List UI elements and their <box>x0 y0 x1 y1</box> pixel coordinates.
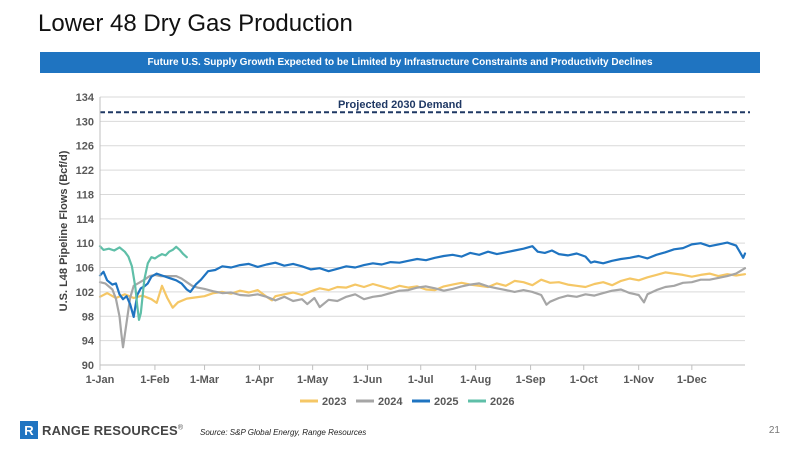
series-lines <box>98 241 747 349</box>
y-tick-label: 122 <box>76 165 94 177</box>
series-line-2024 <box>98 267 747 349</box>
axes: 90 94 98 102 106 110 114 118 122 126 130 134 1-Jan 1-… <box>58 92 745 386</box>
y-tick-label: 114 <box>76 214 95 226</box>
y-tick-label: 94 <box>82 336 95 348</box>
y-tick-label: 98 <box>82 311 94 323</box>
x-tick-label: 1-Dec <box>677 374 707 386</box>
company-logo: R RANGE RESOURCES® <box>20 421 183 439</box>
series-line-2026 <box>98 245 188 321</box>
series-line-2025 <box>98 241 747 318</box>
logo-text: RANGE RESOURCES <box>42 422 178 438</box>
x-tick-label: 1-Aug <box>460 374 491 386</box>
x-tick-label: 1-Sep <box>516 374 546 386</box>
x-tick-label: 1-May <box>297 374 329 386</box>
legend-label-2026: 2026 <box>490 396 514 408</box>
legend-label-2025: 2025 <box>434 396 458 408</box>
y-tick-label: 110 <box>76 238 94 250</box>
legend: 2023 2024 2025 2026 <box>300 396 514 408</box>
legend-label-2024: 2024 <box>378 396 403 408</box>
x-tick-label: 1-Jul <box>408 374 434 386</box>
x-tick-label: 1-Mar <box>190 374 220 386</box>
y-tick-label: 130 <box>76 116 94 128</box>
page-number: 21 <box>768 425 780 436</box>
x-tick-label: 1-Jan <box>86 374 115 386</box>
y-tick-label: 106 <box>76 263 94 275</box>
gridlines <box>100 96 745 366</box>
x-tick-label: 1-Oct <box>570 374 598 386</box>
x-tick-label: 1-Feb <box>140 374 170 386</box>
y-tick-label: 118 <box>76 189 94 201</box>
y-tick-label: 134 <box>76 92 95 104</box>
registered-mark: ® <box>177 424 184 432</box>
source-note: Source: S&P Global Energy, Range Resourc… <box>200 428 367 437</box>
demand-label: Projected 2030 Demand <box>338 99 462 111</box>
subtitle-banner: Future U.S. Supply Growth Expected to be… <box>40 52 760 73</box>
x-tick-label: 1-Jun <box>353 374 383 386</box>
y-axis-title: U.S. L48 Pipeline Flows (Bcf/d) <box>58 150 70 311</box>
demand-annotation: Projected 2030 Demand <box>100 99 750 114</box>
x-tick-label: 1-Apr <box>245 374 274 386</box>
y-tick-label: 90 <box>82 360 94 372</box>
slide-title: Lower 48 Dry Gas Production <box>38 10 353 37</box>
series-line-2023 <box>98 271 747 309</box>
x-tick-label: 1-Nov <box>623 374 654 386</box>
legend-label-2023: 2023 <box>322 396 346 408</box>
y-tick-label: 102 <box>76 287 94 299</box>
logo-r-icon: R <box>20 421 38 439</box>
y-tick-label: 126 <box>76 141 94 153</box>
